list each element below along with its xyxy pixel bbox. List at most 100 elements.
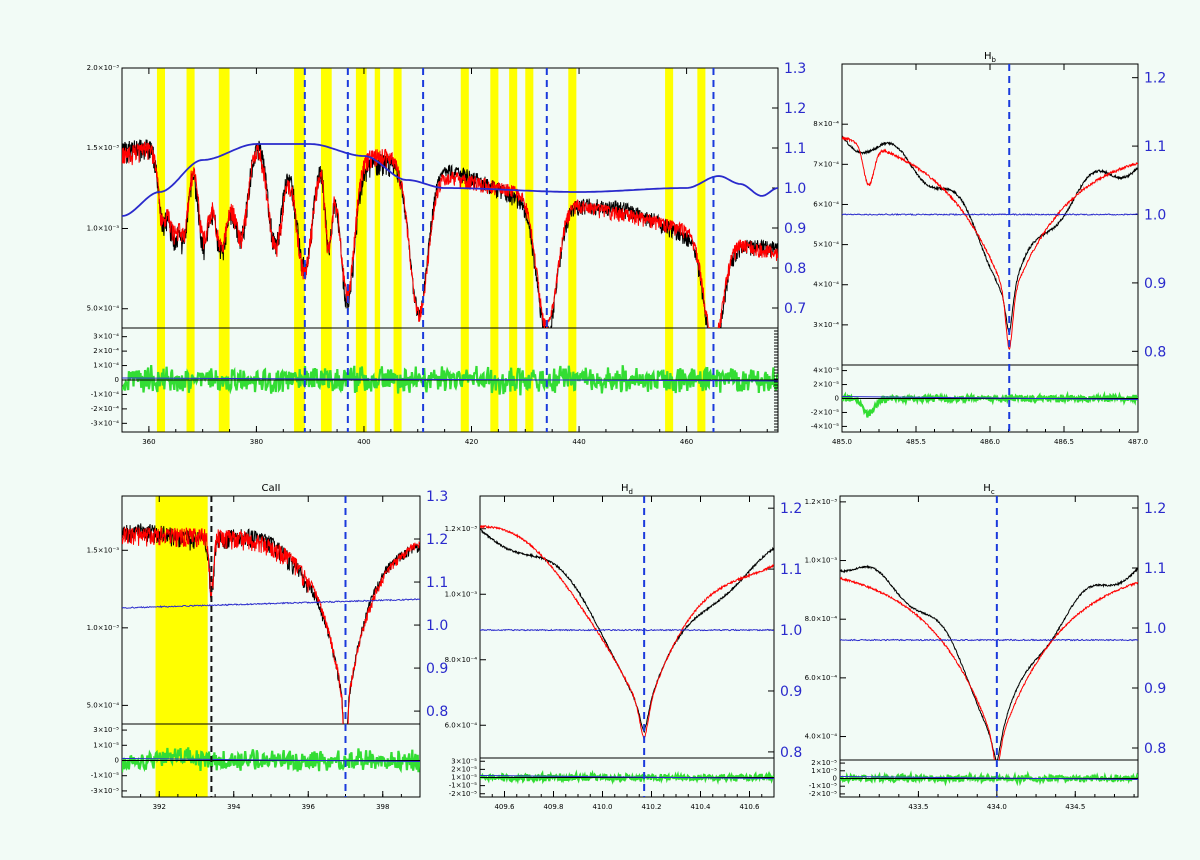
y-tick-label: 2.0×10⁻³ [87, 64, 120, 72]
model-spectrum-line [842, 136, 1138, 351]
y-tick-label: 5×10⁻⁴ [813, 241, 839, 249]
x-tick-label: 392 [153, 803, 166, 811]
x-tick-label: 433.5 [908, 803, 928, 811]
series [840, 564, 1138, 760]
highlight-band [490, 68, 499, 432]
right-y-tick-label: 1.2 [1144, 501, 1166, 517]
residual-y-tick-label: 3×10⁻⁴ [93, 333, 119, 341]
model-spectrum-line [122, 526, 420, 724]
residual-y-tick-label: 2×10⁻⁴ [93, 347, 119, 355]
right-y-tick-label: 0.8 [780, 745, 802, 761]
y-tick-label: 7×10⁻⁴ [813, 160, 839, 168]
residual-y-tick-label: -2×10⁻⁵ [809, 790, 837, 798]
x-tick-label: 440 [572, 438, 585, 446]
residual-y-tick-label: -4×10⁻⁵ [811, 422, 839, 430]
right-y-tick-label: 0.8 [784, 261, 806, 277]
highlight-band [355, 68, 367, 432]
residual-y-tick-label: -3×10⁻⁴ [91, 419, 119, 427]
highlight-band [568, 68, 577, 432]
ratio-line [122, 143, 778, 217]
chart-caii: 392 394 396 398 5.0×10⁻⁴ 1.0×10⁻³ 1.5×10⁻³ 0.8 0… [87, 483, 449, 811]
y-tick-label: 1.5×10⁻³ [87, 144, 120, 152]
residual-series [842, 390, 1138, 418]
x-tick-label: 409.6 [494, 803, 515, 811]
right-y-tick-label: 0.7 [784, 301, 806, 317]
y-tick-label: 4×10⁻⁴ [813, 281, 839, 289]
y-tick-label: 1.2×10⁻³ [445, 525, 478, 533]
residual-y-tick-label: 2×10⁻⁵ [811, 759, 837, 767]
residual-series [122, 747, 420, 774]
y-tick-label: 8.0×10⁻⁴ [805, 615, 838, 623]
right-y-tick-label: 1.2 [1144, 71, 1166, 87]
residual-y-tick-label: -1×10⁻⁵ [809, 782, 837, 790]
right-y-tick-label: 0.9 [784, 221, 806, 237]
residual-series [122, 365, 778, 396]
highlight-band [393, 68, 402, 432]
model-spectrum-line [480, 524, 774, 740]
x-tick-label: 398 [376, 803, 389, 811]
residual-fit-line [480, 775, 774, 779]
panel-title-subscript: c [991, 488, 995, 496]
residual-y-tick-label: 1×10⁻⁵ [93, 741, 119, 749]
y-tick-label: 1.0×10⁻³ [87, 224, 120, 232]
residual-fit-line [122, 377, 778, 382]
x-tick-label: 380 [250, 438, 263, 446]
x-tick-label: 485.0 [832, 438, 852, 446]
right-y-tick-label: 1.1 [1144, 139, 1166, 155]
right-y-tick-label: 1.2 [780, 501, 802, 517]
ratio-line [480, 628, 774, 632]
residual-y-tick-label: -1×10⁻⁵ [449, 782, 477, 790]
chart-hb: 485.0 485.5 486.0 486.5 487.0 3×10⁻⁴ 4×10⁻⁴ 5×1… [811, 51, 1167, 446]
highlight-band [156, 68, 166, 432]
right-y-tick-label: 1.0 [426, 618, 448, 634]
panel-title-text: H [984, 51, 992, 62]
residual-y-tick-label: 0 [833, 775, 837, 783]
right-y-tick-label: 1.0 [780, 623, 802, 639]
y-tick-label: 1.5×10⁻³ [87, 546, 120, 554]
y-tick-label: 1.0×10⁻³ [445, 590, 478, 598]
right-y-tick-label: 1.2 [426, 532, 448, 548]
x-tick-label: 394 [227, 803, 241, 811]
right-y-tick-label: 1.1 [1144, 561, 1166, 577]
y-tick-label: 3×10⁻⁴ [813, 321, 839, 329]
right-y-tick-label: 1.3 [784, 61, 806, 77]
panel-title: CaII [261, 483, 280, 494]
residual-y-tick-label: 1×10⁻⁵ [451, 774, 477, 782]
residual-line [122, 747, 420, 774]
x-tick-label: 486.0 [980, 438, 1000, 446]
residual-y-tick-label: 0 [115, 757, 119, 765]
panel-title-subscript: d [629, 488, 633, 496]
x-tick-label: 434.0 [987, 803, 1007, 811]
chart-hc: 433.5 434.0 434.5 4.0×10⁻⁴ 6.0×10⁻⁴ 8.0×10⁻⁴ 1… [805, 483, 1167, 811]
series [842, 135, 1138, 351]
residual-y-tick-label: 0 [115, 376, 119, 384]
residual-y-tick-label: -1×10⁻⁵ [91, 772, 119, 780]
x-tick-label: 410.2 [641, 803, 661, 811]
right-y-tick-label: 0.8 [1144, 741, 1166, 757]
x-tick-label: 485.5 [906, 438, 926, 446]
x-tick-label: 409.8 [543, 803, 563, 811]
y-tick-label: 5.0×10⁻⁴ [87, 305, 120, 313]
residual-fit-line [840, 776, 1138, 780]
highlight-band [665, 68, 674, 432]
right-y-tick-label: 0.8 [426, 704, 448, 720]
ratio-line [122, 598, 420, 609]
y-tick-label: 8.0×10⁻⁴ [445, 656, 478, 664]
highlight-band [374, 68, 381, 432]
highlight-band [525, 68, 534, 432]
panel-title-text: CaII [261, 483, 280, 494]
x-tick-label: 434.5 [1065, 803, 1085, 811]
residual-series [480, 769, 774, 785]
chart-hd: 409.6 409.8 410.0 410.2 410.4 410.6 6.0×10⁻⁴ 8.… [445, 483, 803, 811]
y-tick-label: 1.0×10⁻³ [87, 624, 120, 632]
ratio-line [842, 213, 1138, 216]
observed-spectrum-line [122, 523, 420, 724]
right-y-tick-label: 1.0 [1144, 208, 1166, 224]
residual-y-tick-label: 1×10⁻⁴ [93, 362, 119, 370]
x-tick-label: 420 [465, 438, 478, 446]
highlight-band [697, 68, 706, 432]
residual-series [840, 770, 1138, 787]
x-tick-label: 400 [357, 438, 370, 446]
right-y-tick-label: 1.1 [780, 562, 802, 578]
y-tick-label: 6.0×10⁻⁴ [445, 721, 478, 729]
